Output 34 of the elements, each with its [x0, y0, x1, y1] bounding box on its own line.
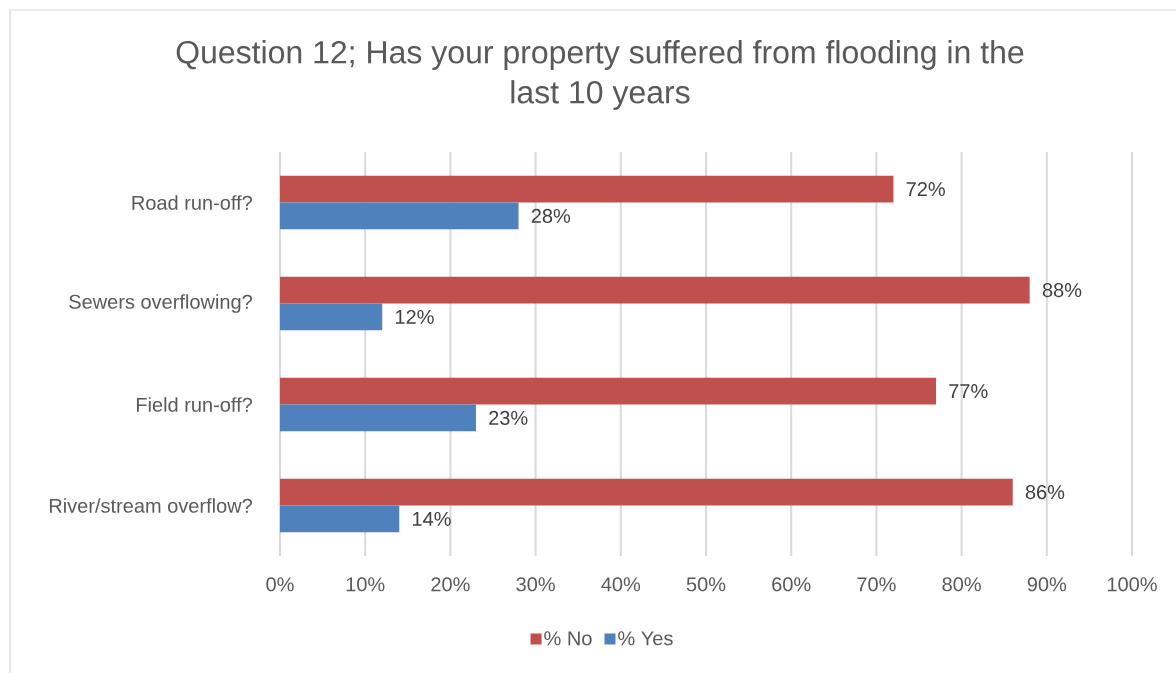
x-tick-label: 10% [346, 577, 385, 592]
y-tick-label: Road run-off? [132, 195, 253, 210]
data-label: 12% [395, 309, 434, 324]
bar [280, 202, 519, 230]
x-tick-label: 90% [1027, 577, 1067, 592]
data-label: 88% [1042, 283, 1082, 298]
x-tick-label: 70% [857, 577, 896, 592]
data-label: 23% [489, 410, 528, 426]
bar [280, 175, 894, 203]
chart-title: Question 12; Has your property suffered from flooding in the last 10 years [176, 40, 1024, 110]
y-tick-label: Field run-off? [136, 397, 253, 412]
x-tick-label: 100% [1107, 577, 1157, 592]
x-tick-label: 30% [516, 577, 555, 592]
data-label: 72% [906, 182, 945, 197]
x-tick-label: 80% [942, 577, 981, 592]
data-label: 14% [413, 511, 451, 526]
x-tick-label: 50% [686, 577, 726, 592]
bar [280, 505, 400, 533]
y-tick-label: Sewers overflowing? [69, 294, 253, 313]
legend-label: % No [544, 631, 592, 646]
x-tick-label: 20% [431, 577, 470, 592]
bar [280, 404, 476, 432]
bar [280, 478, 1013, 506]
bar [280, 377, 937, 405]
data-label: 28% [531, 208, 571, 224]
x-tick-label: 60% [772, 577, 811, 592]
x-tick-label: 0% [266, 577, 294, 592]
x-tick-label: 40% [601, 577, 641, 592]
data-label: 86% [1025, 485, 1065, 500]
bar [280, 276, 1030, 304]
y-tick-label: River/stream overflow? [49, 498, 253, 513]
legend-label: % Yes [618, 631, 673, 646]
data-label: 77% [949, 384, 988, 399]
bar [280, 303, 383, 331]
